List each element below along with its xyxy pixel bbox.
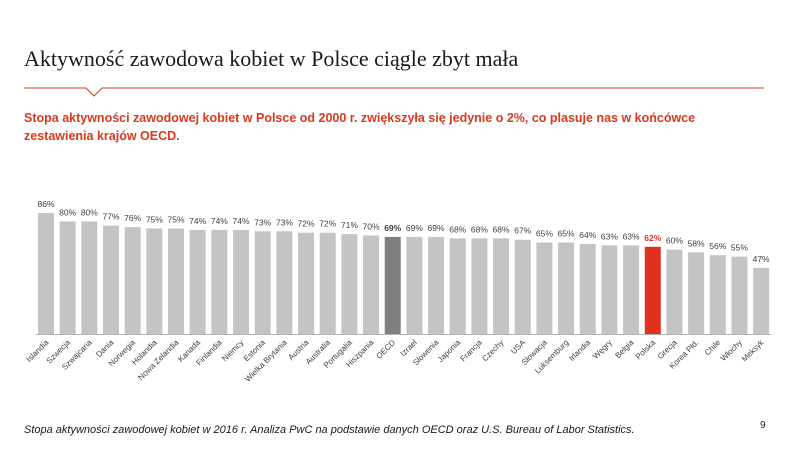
category-label-belgia: Belgia [613, 338, 635, 360]
category-label-czechy: Czechy [480, 338, 505, 363]
value-labels-layer: 86% 80% 80% 77% 76% 75% 75% 74% 74% 74% 73% 73% 72% 7… [37, 199, 770, 264]
value-label-belgia: 63% [623, 231, 640, 241]
category-label-węgry: Węgry [591, 338, 614, 361]
value-label-czechy: 68% [493, 224, 510, 234]
bar-dania [103, 225, 120, 334]
bar-estonia [254, 231, 271, 334]
bar-islandia [38, 213, 54, 334]
value-label-dania: 77% [103, 212, 120, 222]
bar-szwajcaria [81, 221, 98, 334]
bar-słowenia [428, 236, 445, 334]
value-label-węgry: 63% [601, 231, 618, 241]
category-label-japonia: Japonia [436, 338, 463, 365]
bar-australia [319, 232, 336, 334]
bar-belgia [623, 245, 640, 334]
value-label-oecd: 69% [384, 223, 401, 233]
bar-grecja [666, 249, 683, 334]
value-label-norwegia: 76% [124, 213, 141, 223]
value-label-usa: 67% [514, 226, 531, 236]
value-label-japonia: 68% [449, 224, 466, 234]
category-label-chile: Chile [703, 338, 723, 358]
category-label-oecd: OECD [374, 338, 397, 361]
value-label-meksyk: 47% [753, 254, 770, 264]
value-label-portugalia: 71% [341, 220, 358, 230]
bar-usa [514, 239, 531, 334]
title-divider [24, 87, 764, 97]
category-label-francja: Francja [459, 338, 485, 364]
value-label-chile: 56% [709, 241, 726, 251]
category-label-niemcy: Niemcy [220, 338, 245, 363]
category-label-usa: USA [509, 338, 527, 356]
bar-portugalia [341, 234, 358, 334]
value-label-francja: 68% [471, 224, 488, 234]
bars-layer [38, 213, 770, 334]
bar-holandia [146, 228, 163, 334]
value-label-korea-płd-: 58% [688, 238, 705, 248]
value-label-finlandia: 74% [211, 216, 228, 226]
bar-korea-płd- [688, 252, 705, 334]
bar-izrael [406, 236, 423, 334]
bar-słowacja [536, 242, 553, 334]
value-label-nowa-zelandia: 75% [168, 214, 185, 224]
bar-wielka-brytania [276, 231, 293, 334]
bar-hiszpania [363, 235, 380, 334]
value-label-hiszpania: 70% [363, 222, 380, 232]
footnote: Stopa aktywności zawodowej kobiet w 2016… [24, 424, 635, 436]
value-label-szwajcaria: 80% [81, 207, 98, 217]
bar-luksemburg [558, 242, 575, 334]
slide-subtitle: Stopa aktywności zawodowej kobiet w Pols… [24, 111, 696, 143]
value-label-szwecja: 80% [59, 207, 76, 217]
bar-nowa-zelandia [168, 228, 185, 334]
bar-meksyk [753, 267, 770, 334]
bar-irlandia [579, 243, 596, 334]
bar-francja [471, 238, 488, 334]
value-label-wielka-brytania: 73% [276, 217, 293, 227]
value-label-holandia: 75% [146, 214, 163, 224]
bar-szwecja [59, 221, 76, 334]
value-label-estonia: 73% [254, 217, 271, 227]
value-label-kanada: 74% [189, 216, 206, 226]
category-label-irlandia: Irlandia [567, 338, 592, 363]
bar-włochy [731, 256, 748, 334]
value-label-słowenia: 69% [428, 223, 445, 233]
category-label-polska: Polska [634, 338, 658, 362]
bar-oecd [384, 236, 401, 334]
bar-polska [644, 246, 661, 334]
value-label-włochy: 55% [731, 243, 748, 253]
divider-line [24, 87, 764, 97]
bar-japonia [449, 238, 466, 334]
value-label-irlandia: 64% [579, 230, 596, 240]
bar-chile [709, 255, 726, 334]
bar-norwegia [124, 227, 141, 334]
page-number: 9 [760, 420, 766, 431]
value-label-słowacja: 65% [536, 229, 553, 239]
value-label-polska: 62% [644, 233, 661, 243]
bar-węgry [601, 245, 618, 334]
value-label-islandia: 86% [37, 199, 54, 209]
bar-czechy [493, 238, 510, 334]
value-label-niemcy: 74% [233, 216, 250, 226]
value-label-australia: 72% [319, 219, 336, 229]
value-label-austria: 72% [298, 219, 315, 229]
bar-finlandia [211, 229, 228, 334]
page-title: Aktywność zawodowa kobiet w Polsce ciągl… [24, 46, 519, 71]
value-label-grecja: 60% [666, 236, 683, 246]
bar-niemcy [233, 229, 250, 334]
category-label-włochy: Włochy [719, 338, 744, 363]
category-label-meksyk: Meksyk [740, 337, 766, 363]
value-label-luksemburg: 65% [558, 229, 575, 239]
bar-kanada [189, 229, 206, 334]
bar-austria [298, 232, 315, 334]
value-label-izrael: 69% [406, 223, 423, 233]
